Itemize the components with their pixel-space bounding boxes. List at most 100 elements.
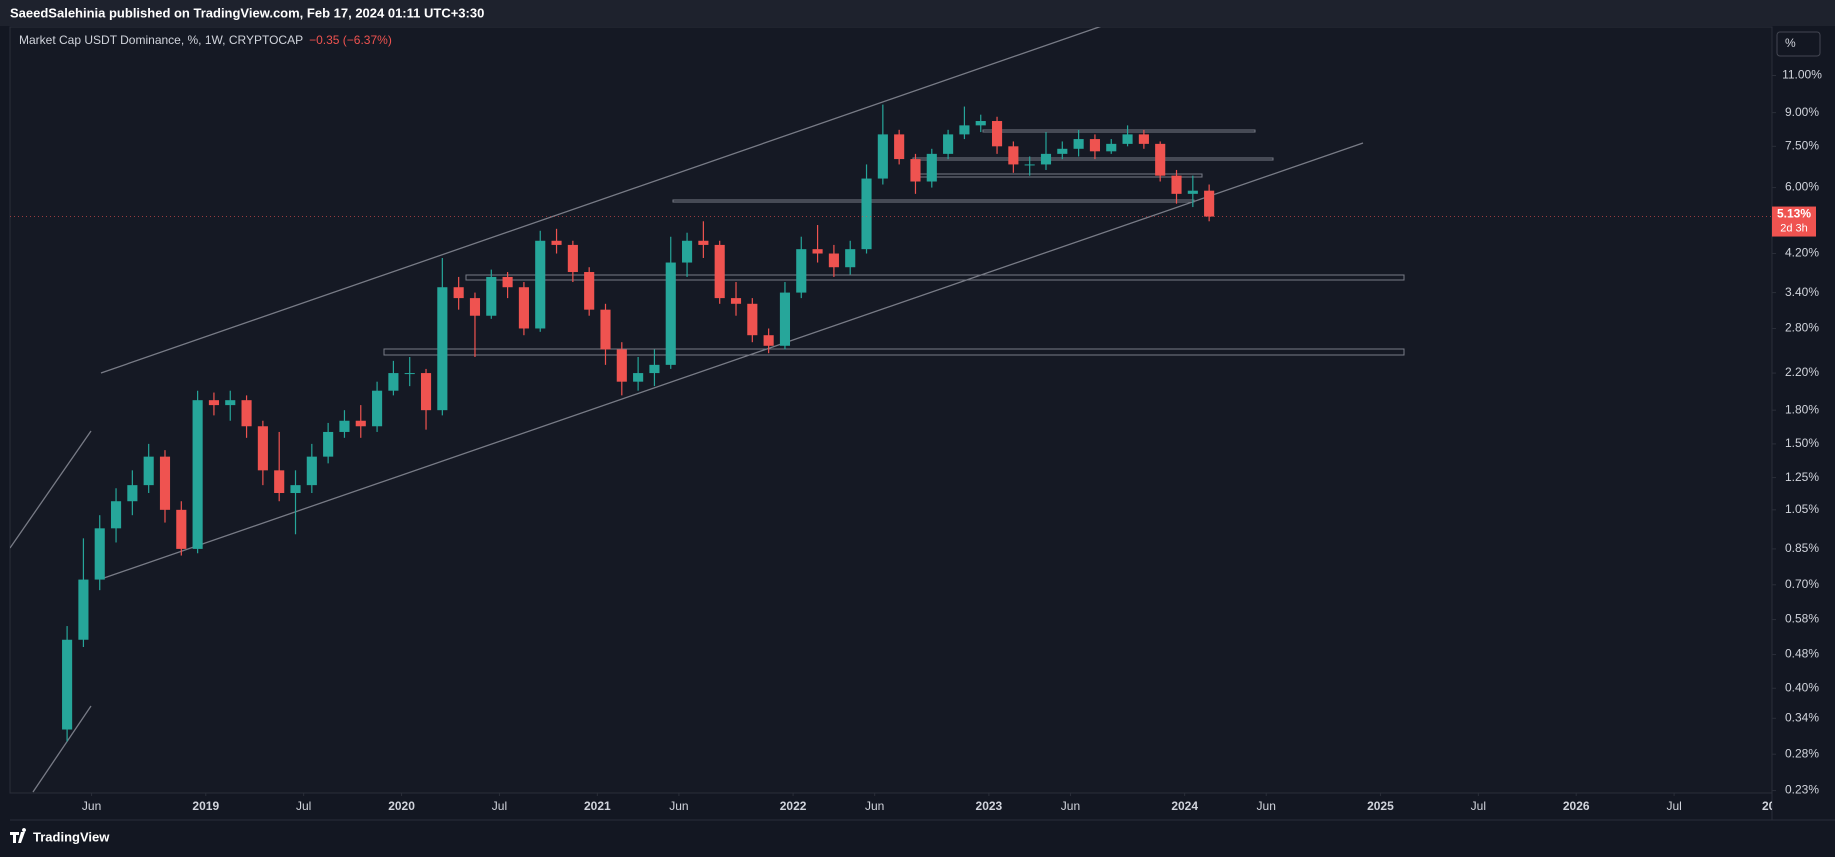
zone <box>383 348 1405 356</box>
x-tick-label: Jun <box>865 799 884 813</box>
candle-body <box>975 121 986 126</box>
candle-body <box>714 244 725 299</box>
y-tick-label: 9.00% <box>1785 105 1819 119</box>
y-tick-label: 7.50% <box>1785 138 1819 152</box>
candle-body <box>437 287 448 411</box>
candle-body <box>159 456 171 510</box>
candle-body <box>926 153 937 182</box>
candle-body <box>1187 190 1198 194</box>
candle-body <box>943 134 954 154</box>
y-tick-label: 1.05% <box>1785 502 1819 516</box>
y-tick-label: 1.80% <box>1785 402 1819 416</box>
y-axis: 11.00% 9.00% 7.50% 6.00% 4.20% 3.40% 2.80% 2.20… <box>1772 68 1822 797</box>
candle-body <box>861 178 872 250</box>
candle-body <box>110 501 122 529</box>
y-tick-label: 4.20% <box>1785 246 1819 260</box>
candle-body <box>323 431 334 457</box>
y-tick-label: 2.20% <box>1785 365 1819 379</box>
candle-body <box>78 579 89 640</box>
countdown-label: 2d 3h <box>1780 222 1808 234</box>
candle-body <box>779 292 791 346</box>
candle-body <box>372 390 383 427</box>
x-tick-label: 202 <box>1762 799 1782 813</box>
unit-button[interactable] <box>1776 31 1821 57</box>
candle-body <box>62 639 73 730</box>
candle-body <box>551 240 562 245</box>
x-tick-label: Jun <box>1061 799 1080 813</box>
drawings <box>10 27 1405 793</box>
x-tick-label: 2026 <box>1563 799 1590 813</box>
candle-body <box>1138 134 1149 144</box>
series-change: −0.35 (−6.37%) <box>309 33 392 47</box>
x-tick-label: 2025 <box>1367 799 1394 813</box>
candle-body <box>1122 134 1133 144</box>
x-tick-label: 2021 <box>584 799 611 813</box>
candle-body <box>176 509 187 549</box>
candle-body <box>730 298 742 304</box>
candle-body <box>763 335 774 346</box>
last-price-label: 5.13% <box>1777 207 1811 221</box>
candle-body <box>404 373 415 375</box>
y-tick-label: 0.85% <box>1785 541 1819 555</box>
candle-body <box>1204 190 1215 217</box>
candle-body <box>257 426 268 471</box>
y-tick-label: 0.23% <box>1785 783 1819 797</box>
brand-name: TradingView <box>33 829 110 844</box>
publisher-line: SaeedSalehinia published on TradingView.… <box>10 5 484 20</box>
y-tick-label: 0.28% <box>1785 746 1819 760</box>
candle-body <box>633 373 644 382</box>
candle-body <box>420 373 432 411</box>
x-tick-label: Jul <box>492 799 507 813</box>
candle-body <box>1008 146 1019 165</box>
y-tick-label: 0.58% <box>1785 612 1819 626</box>
candle-body <box>274 470 285 494</box>
candle-body <box>1040 153 1052 165</box>
x-tick-label: 2023 <box>976 799 1003 813</box>
x-tick-label: 2019 <box>192 799 219 813</box>
channel-upper <box>100 27 1102 374</box>
candle-body <box>388 373 399 391</box>
candle-body <box>616 349 627 382</box>
brand-logo <box>10 828 27 843</box>
candle-body <box>1171 175 1182 194</box>
x-tick-label: Jul <box>1471 799 1486 813</box>
candle-body <box>469 298 481 316</box>
unit-button-label[interactable]: % <box>1785 36 1796 50</box>
candle-body <box>665 262 676 365</box>
y-tick-label: 0.48% <box>1785 647 1819 661</box>
zone <box>912 157 1274 161</box>
candle-body <box>682 240 693 263</box>
candle-body <box>1024 164 1035 166</box>
zone <box>672 199 1195 203</box>
zone <box>982 129 1256 133</box>
y-tick-label: 11.00% <box>1782 68 1822 82</box>
candle-body <box>94 528 105 580</box>
x-tick-label: 2020 <box>388 799 415 813</box>
candle-body <box>1089 139 1100 152</box>
x-tick-label: Jun <box>82 799 101 813</box>
plot-area <box>9 26 1773 794</box>
candle-body <box>518 287 529 329</box>
x-tick-label: 2022 <box>780 799 807 813</box>
candle-body <box>225 400 236 406</box>
y-tick-label: 0.70% <box>1785 577 1819 591</box>
candle-body <box>241 400 252 427</box>
candle-body <box>339 420 350 432</box>
channel-lower <box>100 142 1364 580</box>
candle-body <box>812 249 823 254</box>
candle-body <box>290 485 301 494</box>
candle-body <box>535 240 546 329</box>
candle-body <box>567 244 578 273</box>
candle-body <box>486 276 497 316</box>
candle-body <box>877 134 888 179</box>
trend-line <box>32 705 92 793</box>
candle-body <box>600 309 611 350</box>
trend-line <box>10 430 92 549</box>
candle-body <box>584 272 595 310</box>
x-tick-label: Jun <box>1257 799 1276 813</box>
header-bar <box>0 0 1835 26</box>
candle-body <box>959 125 970 135</box>
candle-body <box>1155 143 1166 176</box>
candle-body <box>845 249 856 268</box>
